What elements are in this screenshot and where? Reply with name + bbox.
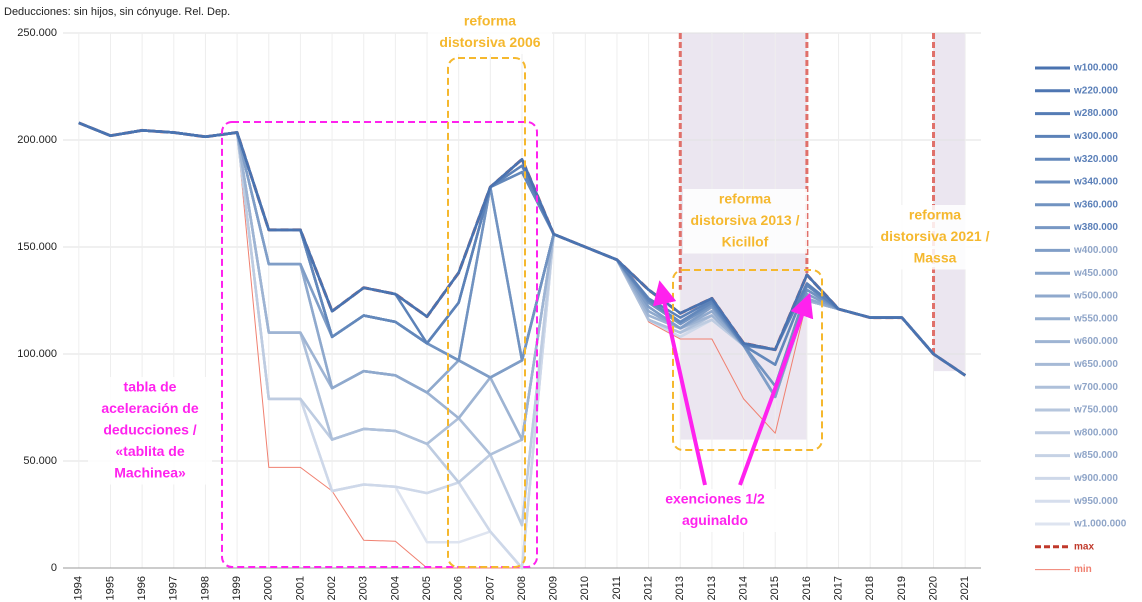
legend-label: w900.000 (1073, 473, 1118, 484)
x-tick-label: 2017 (832, 576, 844, 600)
legend-label: w400.000 (1073, 245, 1118, 256)
legend-label: w100.000 (1073, 63, 1118, 74)
annotation: aguinaldo (682, 512, 748, 528)
x-tick-label: 2010 (579, 576, 591, 600)
x-tick-label: 2015 (769, 576, 781, 600)
annotation: exenciones 1/2 (665, 491, 765, 507)
legend-label: max (1074, 541, 1094, 552)
x-tick-label: 2011 (611, 576, 623, 600)
y-tick-label: 0 (51, 562, 57, 574)
y-tick-label: 250.000 (17, 27, 57, 39)
annotation-bg (873, 205, 997, 270)
x-tick-label: 2003 (358, 576, 370, 600)
y-tick-label: 50.000 (23, 455, 57, 467)
x-tick-label: 2005 (421, 576, 433, 600)
x-tick-label: 2013 (706, 576, 718, 600)
annotation: Kicillof (722, 234, 769, 250)
legend-label: w280.000 (1073, 108, 1118, 119)
legend-label: w700.000 (1073, 382, 1118, 393)
legend-label: w950.000 (1073, 496, 1118, 507)
annotation: reforma (464, 13, 516, 29)
x-tick-label: 1998 (199, 576, 211, 600)
legend-label: w650.000 (1073, 359, 1118, 370)
x-tick-label: 2002 (326, 576, 338, 600)
legend-label: w320.000 (1073, 154, 1118, 165)
x-tick-label: 2018 (864, 576, 876, 600)
annotation: deducciones / (103, 422, 196, 438)
x-tick-label: 1994 (73, 576, 85, 600)
annotation: distorsiva 2013 / (691, 212, 800, 228)
box (221, 121, 538, 568)
x-tick-label: 2020 (927, 576, 939, 600)
box (447, 57, 526, 568)
x-tick-label: 1996 (136, 576, 148, 600)
legend-label: w800.000 (1073, 427, 1118, 438)
legend-label: w600.000 (1073, 336, 1118, 347)
annotation-bg (428, 11, 552, 54)
annotation-bg (683, 189, 807, 254)
x-tick-label: 1999 (231, 576, 243, 600)
x-tick-label: 2019 (896, 576, 908, 600)
annotation: tabla de (124, 379, 177, 395)
legend-label: w300.000 (1073, 131, 1118, 142)
annotation: distorsiva 2021 / (881, 228, 990, 244)
legend-label: w340.000 (1073, 177, 1118, 188)
annotation: reforma (909, 207, 961, 223)
y-tick-label: 200.000 (17, 134, 57, 146)
x-tick-label: 1997 (168, 576, 180, 600)
x-tick-label: 2013 (674, 576, 686, 600)
x-tick-label: 2004 (389, 576, 401, 600)
annotation: distorsiva 2006 (439, 34, 540, 50)
legend-label: w750.000 (1073, 405, 1118, 416)
legend-label: w1.000.000 (1073, 519, 1127, 530)
annotation: Massa (914, 250, 957, 266)
arrow (738, 292, 814, 486)
legend-label: w380.000 (1073, 222, 1118, 233)
annotation: aceleración de (101, 400, 198, 416)
y-tick-label: 150.000 (17, 241, 57, 253)
x-tick-label: 1995 (104, 576, 116, 600)
x-tick-label: 2008 (516, 576, 528, 600)
legend-label: w550.000 (1073, 313, 1118, 324)
legend-label: w850.000 (1073, 450, 1118, 461)
x-tick-label: 2009 (548, 576, 560, 600)
x-tick-label: 2007 (484, 576, 496, 600)
y-tick-label: 100.000 (17, 348, 57, 360)
legend-label: w360.000 (1073, 199, 1118, 210)
box (672, 269, 823, 451)
x-tick-label: 2001 (294, 576, 306, 600)
annotation: Machinea» (114, 465, 186, 481)
x-tick-label: 2014 (737, 576, 749, 600)
annotation: «tablita de (115, 443, 184, 459)
legend-label: w450.000 (1073, 268, 1118, 279)
chart-title: Deducciones: sin hijos, sin cónyuge. Rel… (4, 6, 230, 18)
legend-label: min (1074, 564, 1092, 575)
annotation-bg (88, 377, 212, 485)
x-tick-label: 2006 (453, 576, 465, 600)
annotation: reforma (719, 191, 771, 207)
series-line (78, 121, 966, 377)
x-tick-label: 2021 (959, 576, 971, 600)
annotation-bg (653, 489, 777, 532)
arrow (652, 280, 707, 486)
shade (933, 33, 966, 372)
x-tick-label: 2016 (801, 576, 813, 600)
legend-label: w220.000 (1073, 85, 1118, 96)
x-tick-label: 2012 (643, 576, 655, 600)
legend-label: w500.000 (1073, 291, 1118, 302)
x-tick-label: 2000 (263, 576, 275, 600)
